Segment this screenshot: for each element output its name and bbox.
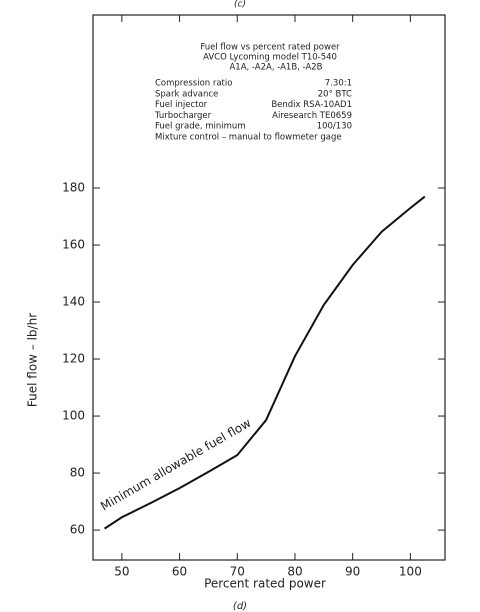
spec-value: 20° BTC — [318, 89, 352, 99]
x-axis-title: Percent rated power — [204, 577, 326, 591]
x-tick-label: 90 — [345, 565, 360, 579]
x-tick-label: 100 — [399, 565, 422, 579]
y-tick-label: 120 — [62, 352, 85, 366]
y-tick-label: 160 — [62, 238, 85, 252]
subtitle: AVCO Lycoming model T10-540 — [203, 53, 337, 63]
top-caption: (c) — [234, 0, 246, 10]
y-tick-label: 180 — [62, 181, 85, 195]
chart-title: Fuel flow vs percent rated power — [200, 43, 340, 53]
x-tick-label: 50 — [114, 565, 129, 579]
plot-frame — [92, 14, 446, 561]
y-tick-label: 140 — [62, 295, 85, 309]
y-axis-title: Fuel flow – lb/hr — [26, 313, 40, 407]
spec-label: Fuel grade, minimum — [155, 122, 246, 132]
caption: (d) — [233, 601, 247, 612]
spec-label: Compression ratio — [155, 79, 232, 89]
spec-value: 100/130 — [317, 122, 352, 132]
x-tick-label: 80 — [287, 565, 302, 579]
x-tick-label: 70 — [230, 565, 245, 579]
x-tick-label: 60 — [172, 565, 187, 579]
spec-value: Airesearch TE0659 — [272, 111, 352, 121]
y-tick-label: 100 — [62, 409, 85, 423]
spec-value: 7.30:1 — [325, 79, 352, 89]
spec-label: Fuel injector — [155, 100, 208, 110]
y-tick-label: 60 — [70, 523, 85, 537]
y-tick-label: 80 — [70, 466, 85, 480]
spec-label: Turbocharger — [154, 111, 212, 121]
annotation: Minimum allowable fuel flow — [98, 416, 253, 514]
subtitle: A1A, -A2A, -A1B, -A2B — [229, 63, 322, 73]
spec-label: Mixture control – manual to flowmeter ga… — [155, 133, 342, 143]
line-series — [103, 195, 426, 530]
spec-label: Spark advance — [155, 89, 218, 99]
spec-value: Bendix RSA-10AD1 — [271, 100, 352, 110]
